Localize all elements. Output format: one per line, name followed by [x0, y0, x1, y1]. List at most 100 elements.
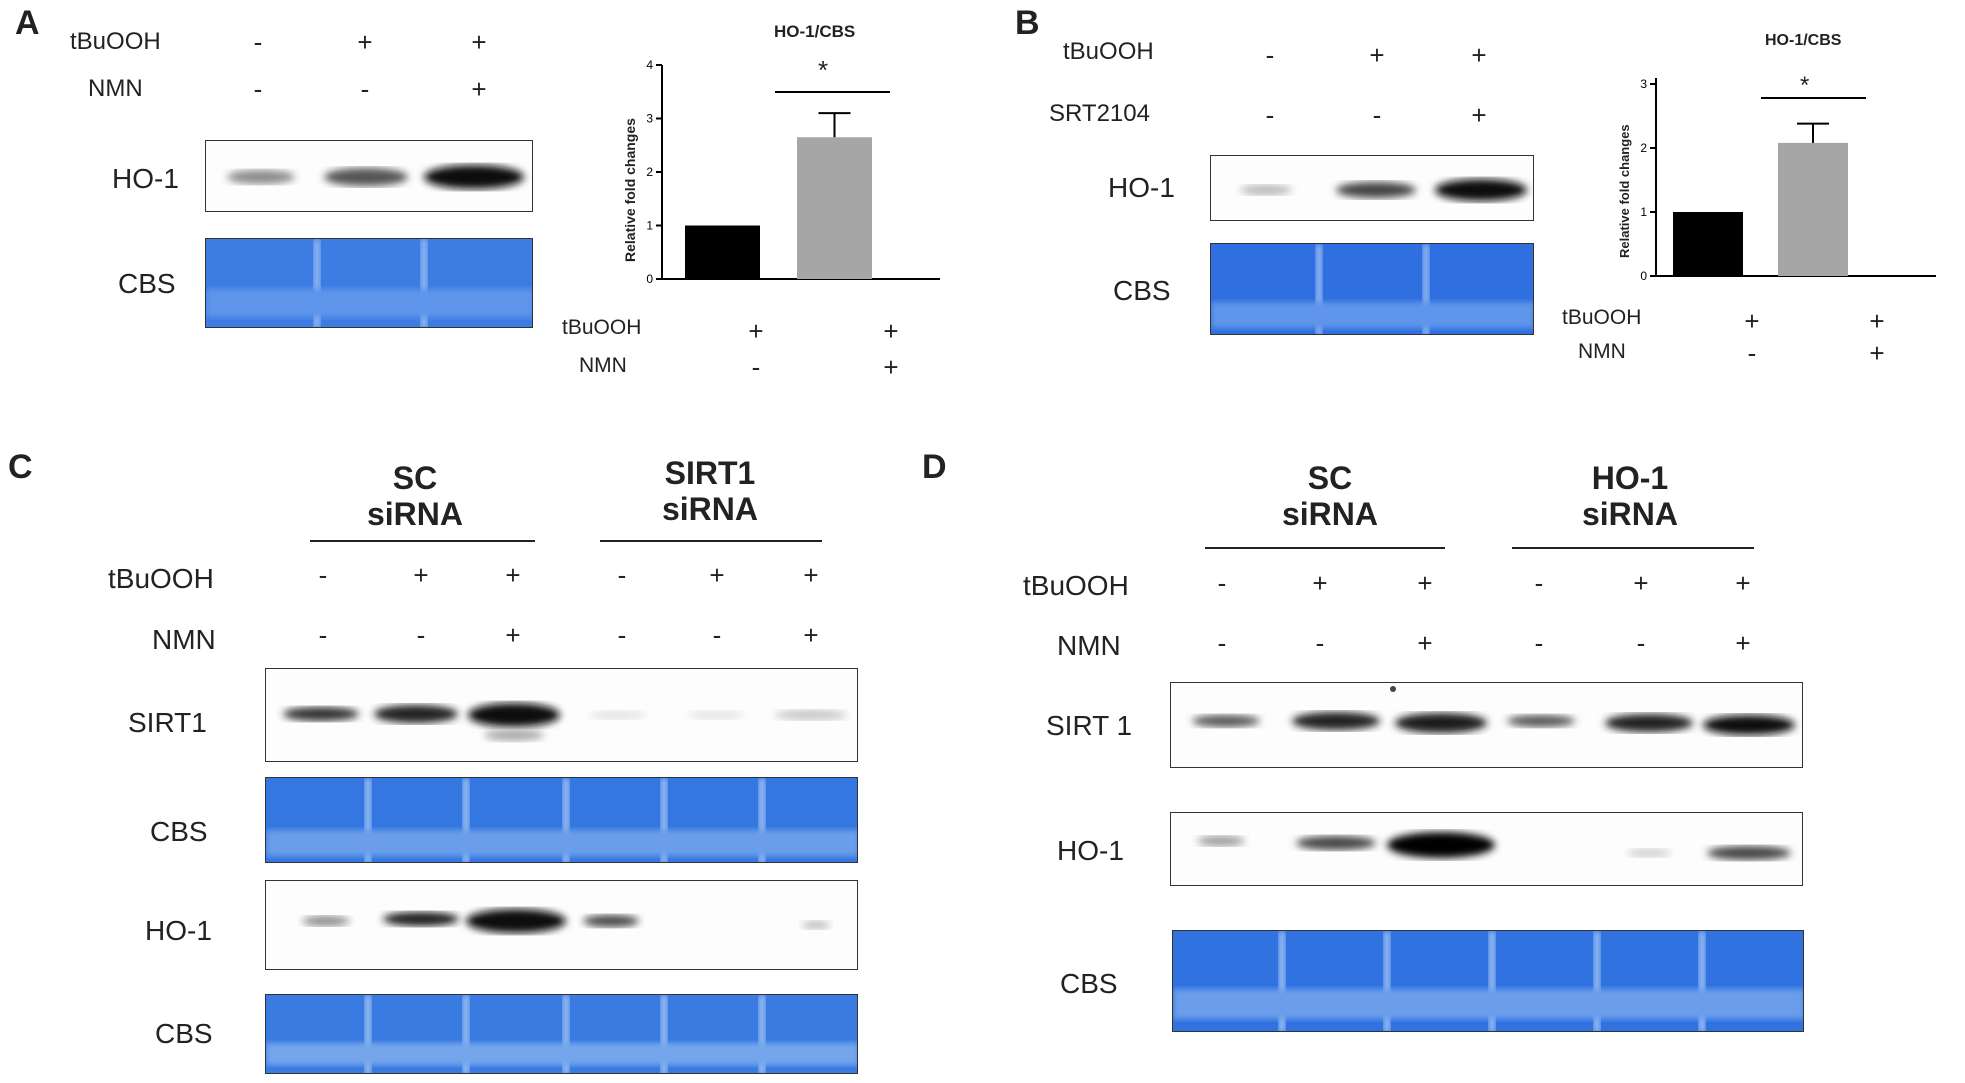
chart-b-errorbar	[1797, 122, 1829, 143]
cond-sign: +	[748, 316, 764, 346]
cond-sign: +	[883, 352, 899, 382]
group-sirna: siRNA	[1581, 496, 1678, 532]
cond-sign: -	[1315, 628, 1325, 658]
cond-sign: +	[1471, 100, 1487, 130]
row-label-tbuooh: tBuOOH	[1023, 570, 1129, 601]
cond-sign: +	[471, 27, 487, 57]
cond-sign: -	[1534, 628, 1544, 658]
chart-a-label-tbuooh: tBuOOH	[562, 316, 642, 339]
cbs-lanes	[266, 778, 857, 862]
cbs-lanes	[1211, 244, 1533, 334]
cond-sign: +	[883, 316, 899, 346]
cond-sign: +	[357, 27, 373, 57]
cond-sign: +	[1735, 628, 1751, 658]
y-tick-label: 2	[1640, 141, 1647, 155]
chart-a-plot: 0 1 2 3 4	[646, 58, 940, 286]
cond-sign: -	[416, 620, 426, 650]
cbs-stain-blot	[265, 777, 858, 863]
chart-a-label-nmn: NMN	[579, 354, 627, 377]
group-underline	[600, 540, 822, 542]
cond-sign: -	[712, 620, 722, 650]
group-sirna: siRNA	[661, 491, 758, 527]
group-underline	[1512, 547, 1754, 549]
group-sirna: siRNA	[1281, 496, 1378, 532]
blot-label-ho1: HO-1	[112, 163, 179, 194]
cbs-lanes	[206, 239, 532, 327]
cond-sign: +	[505, 620, 521, 650]
cond-sign: +	[709, 560, 725, 590]
cond-sign: -	[617, 620, 627, 650]
group-sirna: siRNA	[366, 496, 463, 532]
chart-a-bar-control	[685, 225, 760, 279]
cbs-stain-blot	[205, 238, 533, 328]
group-label-ho1-sirna: HO-1 siRNA	[1555, 460, 1705, 532]
blot-bands	[1197, 832, 1791, 860]
group-name: SIRT1	[664, 455, 756, 491]
cond-sign: -	[253, 27, 263, 57]
chart-b-label-tbuooh: tBuOOH	[1562, 306, 1642, 329]
y-tick-label: 3	[646, 112, 653, 126]
blot-label-cbs: CBS	[155, 1018, 213, 1049]
cond-sign: -	[1372, 100, 1382, 130]
cond-sign: +	[471, 74, 487, 104]
cond-sign: +	[505, 560, 521, 590]
row-label-tbuooh: tBuOOH	[1063, 38, 1154, 65]
cond-sign: -	[1747, 338, 1757, 368]
chart-b-ylabel: Relative fold changes	[1617, 124, 1632, 258]
chart-b-bar-control	[1673, 212, 1743, 276]
cond-sign: +	[1417, 568, 1433, 598]
western-blot-ho1	[1210, 155, 1534, 221]
group-label-sc-sirna: SC siRNA	[1255, 460, 1405, 532]
blot-bands	[283, 703, 847, 741]
blot-label-ho1: HO-1	[1108, 172, 1175, 203]
blot-label-sirt1: SIRT1	[128, 707, 207, 738]
blot-bands	[1240, 179, 1527, 201]
blot-bands	[302, 909, 830, 933]
blot-label-sirt1: SIRT 1	[1046, 710, 1133, 741]
blot-bands	[227, 165, 524, 189]
chart-b-ticks: 0 1 2 3	[1640, 77, 1656, 283]
y-tick-label: 1	[1640, 205, 1647, 219]
group-name: SC	[392, 460, 438, 496]
cond-sign: -	[617, 560, 627, 590]
western-blot-sirt1	[1170, 682, 1803, 768]
chart-a-significance: *	[818, 55, 829, 85]
group-underline	[1205, 547, 1445, 549]
cond-sign: +	[1735, 568, 1751, 598]
y-tick-label: 0	[646, 272, 653, 286]
cond-sign: -	[253, 74, 263, 104]
chart-b-label-nmn: NMN	[1578, 340, 1626, 363]
blot-label-ho1: HO-1	[145, 915, 212, 946]
cond-sign: +	[413, 560, 429, 590]
panel-a-label: A	[15, 4, 40, 42]
cond-sign: -	[1636, 628, 1646, 658]
blot-label-ho1: HO-1	[1057, 835, 1124, 866]
y-tick-label: 3	[1640, 77, 1647, 91]
blot-bands	[1192, 686, 1795, 735]
cond-sign: +	[1312, 568, 1328, 598]
chart-b-plot: 0 1 2 3	[1640, 77, 1936, 283]
cond-sign: +	[1417, 628, 1433, 658]
row-label-nmn: NMN	[88, 75, 143, 102]
blot-label-cbs: CBS	[1113, 275, 1171, 306]
cbs-lanes	[266, 995, 857, 1073]
group-underline	[310, 540, 535, 542]
cond-sign: -	[1265, 100, 1275, 130]
y-tick-label: 1	[646, 219, 653, 233]
chart-a-ylabel: Relative fold changes	[622, 118, 638, 262]
cond-sign: -	[318, 560, 328, 590]
cond-sign: -	[1534, 568, 1544, 598]
cond-sign: +	[1633, 568, 1649, 598]
chart-b-bar-treated	[1778, 142, 1848, 276]
cbs-stain-blot	[265, 994, 858, 1074]
cond-sign: +	[1744, 306, 1760, 336]
western-blot-sirt1	[265, 668, 858, 762]
group-name: HO-1	[1591, 460, 1669, 496]
y-tick-label: 4	[646, 58, 653, 72]
western-blot-ho1	[205, 140, 533, 212]
chart-a-bar-treated	[797, 137, 872, 279]
blot-label-cbs: CBS	[118, 268, 176, 299]
chart-b-title: HO-1/CBS	[1765, 32, 1842, 49]
cond-sign: -	[1265, 40, 1275, 70]
group-name: SC	[1307, 460, 1353, 496]
